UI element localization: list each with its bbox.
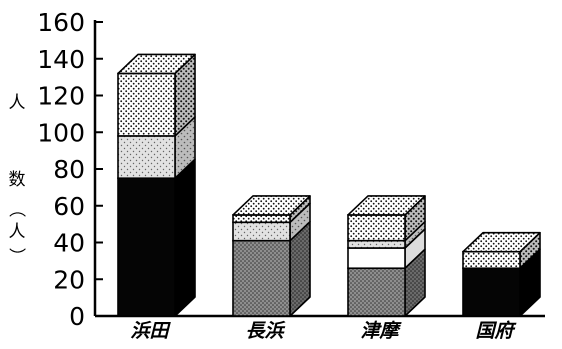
y-tick-label: 0 — [69, 302, 85, 331]
bar-segment — [232, 239, 291, 317]
y-tick-label: 80 — [53, 155, 85, 184]
y-tick-label: 140 — [37, 45, 85, 74]
x-tick-label: 浜田 — [130, 320, 171, 342]
y-axis: 0 20 40 60 80 100 120 140 160 — [37, 8, 545, 331]
bar-segment — [117, 177, 176, 317]
bar-長浜 — [232, 195, 311, 317]
bar-segment — [232, 221, 291, 242]
bar-segment — [347, 239, 406, 249]
y-tick-label: 160 — [37, 8, 85, 37]
x-tick-label: 津摩 — [360, 320, 402, 342]
y-tick-label: 120 — [37, 82, 85, 111]
y-axis-label-char: 人 — [9, 93, 26, 113]
bar-segment — [232, 214, 291, 224]
bar-segment — [117, 135, 176, 179]
y-axis-label-char: ） — [6, 248, 26, 265]
y-tick-label: 100 — [37, 118, 85, 147]
y-axis-label: 人数（人） — [6, 93, 26, 265]
x-tick-label: 国府 — [475, 320, 516, 342]
y-tick-label: 60 — [53, 192, 85, 221]
bar-segment — [462, 250, 521, 270]
bar-津摩 — [347, 195, 426, 317]
bar-segment — [347, 267, 406, 317]
bar-top-face — [347, 195, 426, 216]
bar-国府 — [462, 231, 541, 317]
bar-segment — [347, 247, 406, 270]
bar-segment-side — [174, 158, 196, 317]
bar-segment — [347, 214, 406, 242]
bar-top-face — [462, 231, 541, 253]
y-tick-label: 40 — [53, 229, 85, 258]
bars — [117, 53, 541, 317]
bar-segment — [117, 72, 176, 137]
y-axis-label-char: （ — [6, 201, 26, 218]
x-axis-labels: 浜田 長浜 津摩 国府 — [130, 320, 516, 342]
bar-top-face — [232, 195, 311, 216]
y-tick-label: 20 — [53, 265, 85, 294]
y-axis-label-char: 数 — [9, 170, 26, 190]
bar-segment — [462, 267, 521, 317]
bar-top-face — [117, 53, 196, 75]
bar-浜田 — [117, 53, 196, 317]
y-axis-label-char: 人 — [9, 222, 26, 242]
x-tick-label: 長浜 — [245, 320, 286, 342]
